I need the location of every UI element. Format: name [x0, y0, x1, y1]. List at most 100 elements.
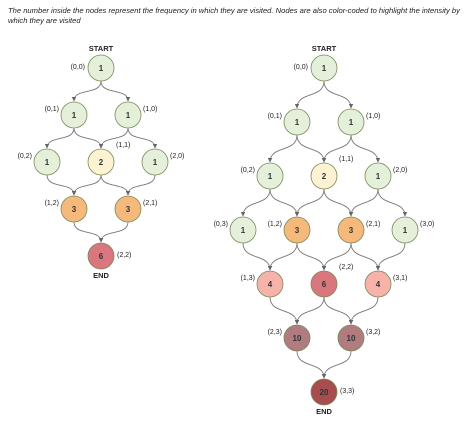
- node-value: 1: [45, 158, 50, 167]
- node-coord-label: (3,0): [420, 221, 434, 228]
- edge-(1,1)-to-(1,2): [294, 188, 325, 217]
- node-(0,0): [87, 54, 115, 82]
- node-coord-label: (0,2): [18, 153, 32, 160]
- node-(2,1): [337, 216, 365, 244]
- edge-(1,0)-to-(2,0): [127, 127, 158, 149]
- node-(1,2): [283, 216, 311, 244]
- node-value: 3: [349, 226, 354, 235]
- node-(0,2): [33, 148, 61, 176]
- node-coord-label: (0,1): [268, 113, 282, 120]
- edge-(1,1)-to-(1,2): [71, 174, 102, 196]
- edge-(3,0)-to-(3,1): [375, 242, 406, 271]
- node-value: 3: [295, 226, 300, 235]
- node-coord-label: (1,0): [143, 106, 157, 113]
- edge-(1,0)-to-(1,1): [98, 127, 129, 149]
- node-(3,2): [337, 324, 365, 352]
- edge-(0,2)-to-(1,2): [269, 188, 300, 217]
- edge-(2,1)-to-(2,2): [98, 221, 129, 243]
- node-coord-label: (2,1): [366, 221, 380, 228]
- edge-(1,2)-to-(2,2): [73, 221, 104, 243]
- node-value: 1: [72, 111, 77, 120]
- edge-(2,2)-to-(3,2): [323, 296, 354, 325]
- node-value: 2: [99, 158, 104, 167]
- node-coord-label: (0,3): [214, 221, 228, 228]
- edge-(0,2)-to-(0,3): [240, 188, 271, 217]
- node-(0,0): [310, 54, 338, 82]
- node-value: 3: [126, 205, 131, 214]
- node-coord-label: (1,1): [116, 142, 130, 149]
- node-coord-label: (1,0): [366, 113, 380, 120]
- edge-(0,1)-to-(0,2): [44, 127, 75, 149]
- node-value: 1: [268, 172, 273, 181]
- node-coord-label: (3,3): [340, 388, 354, 395]
- edge-(3,1)-to-(3,2): [348, 296, 379, 325]
- node-coord-label: (2,2): [117, 252, 131, 259]
- node-value: 20: [320, 388, 329, 397]
- edge-(0,0)-to-(1,0): [100, 80, 131, 102]
- node-coord-label: (2,3): [268, 329, 282, 336]
- node-value: 6: [322, 280, 327, 289]
- node-coord-label: (1,2): [45, 200, 59, 207]
- node-(2,3): [283, 324, 311, 352]
- node-value: 1: [153, 158, 158, 167]
- node-(0,1): [60, 101, 88, 129]
- node-value: 10: [293, 334, 302, 343]
- edge-(0,0)-to-(1,0): [323, 80, 354, 109]
- node-coord-label: (0,2): [241, 167, 255, 174]
- node-(2,0): [141, 148, 169, 176]
- edge-(1,1)-to-(2,1): [100, 174, 131, 196]
- node-coord-label: (2,2): [339, 264, 353, 271]
- edge-(0,0)-to-(0,1): [294, 80, 325, 109]
- node-coord-label: (3,1): [393, 275, 407, 282]
- edge-(2,3)-to-(3,3): [296, 350, 327, 379]
- node-(0,1): [283, 108, 311, 136]
- edge-(1,3)-to-(2,3): [269, 296, 300, 325]
- node-(2,1): [114, 195, 142, 223]
- node-value: 3: [72, 205, 77, 214]
- edge-(2,0)-to-(2,1): [125, 174, 156, 196]
- node-value: 4: [268, 280, 273, 289]
- node-(1,1): [310, 162, 338, 190]
- edge-(2,0)-to-(2,1): [348, 188, 379, 217]
- caption: The number inside the nodes represent th…: [8, 6, 460, 25]
- node-coord-label: (0,0): [294, 64, 308, 71]
- node-(2,0): [364, 162, 392, 190]
- node-value: 2: [322, 172, 327, 181]
- node-value: 1: [349, 118, 354, 127]
- node-(0,3): [229, 216, 257, 244]
- edge-(0,2)-to-(1,2): [46, 174, 77, 196]
- edge-(2,2)-to-(2,3): [294, 296, 325, 325]
- node-coord-label: (1,3): [241, 275, 255, 282]
- node-coord-label: (0,0): [71, 64, 85, 71]
- edge-(1,1)-to-(2,1): [323, 188, 354, 217]
- node-coord-label: (2,0): [393, 167, 407, 174]
- edge-(0,3)-to-(1,3): [242, 242, 273, 271]
- edge-(2,1)-to-(2,2): [321, 242, 352, 271]
- node-(3,1): [364, 270, 392, 298]
- node-value: 10: [347, 334, 356, 343]
- edge-(2,0)-to-(3,0): [377, 188, 408, 217]
- end-label: END: [316, 407, 332, 416]
- end-label: END: [93, 271, 109, 280]
- node-(1,0): [114, 101, 142, 129]
- node-(1,2): [60, 195, 88, 223]
- start-label: START: [312, 44, 337, 53]
- node-value: 1: [295, 118, 300, 127]
- start-label: START: [89, 44, 114, 53]
- edge-(1,2)-to-(2,2): [296, 242, 327, 271]
- edge-(1,2)-to-(1,3): [267, 242, 298, 271]
- edge-(0,1)-to-(1,1): [296, 134, 327, 163]
- node-value: 1: [403, 226, 408, 235]
- node-value: 4: [376, 280, 381, 289]
- edge-(1,0)-to-(2,0): [350, 134, 381, 163]
- node-coord-label: (3,2): [366, 329, 380, 336]
- node-coord-label: (0,1): [45, 106, 59, 113]
- edge-(1,0)-to-(1,1): [321, 134, 352, 163]
- edge-(0,1)-to-(0,2): [267, 134, 298, 163]
- node-(1,1): [87, 148, 115, 176]
- node-value: 6: [99, 252, 104, 261]
- node-value: 1: [99, 64, 104, 73]
- node-value: 1: [126, 111, 131, 120]
- node-(3,0): [391, 216, 419, 244]
